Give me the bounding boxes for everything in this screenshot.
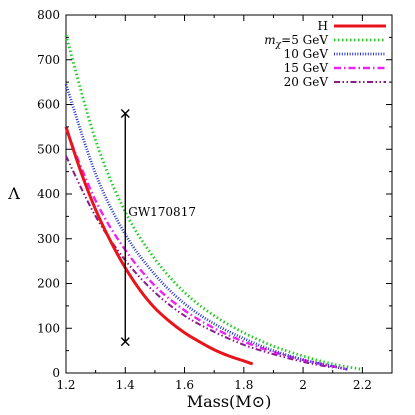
series-line-5-gev [64, 34, 363, 371]
x-tick-label: 1.6 [175, 378, 194, 392]
gw170817-upper-cross [120, 108, 130, 118]
legend-label: H [318, 19, 328, 33]
x-tick-label: 2.2 [353, 378, 372, 392]
y-tick-label: 200 [37, 277, 60, 291]
legend-entry: mχ=5 GeV [264, 33, 386, 50]
annotation-layer: GW170817 [120, 108, 196, 347]
y-tick-label: 100 [37, 321, 60, 335]
y-tick-label: 0 [52, 366, 60, 380]
axes-layer: 1.2 1.4 1.6 1.8 2 2.2 0 100 200 300 400 500 600 700 80… [7, 8, 392, 411]
series-line-20-gev [65, 155, 333, 369]
legend-label: 10 GeV [284, 47, 329, 61]
plot-area [65, 14, 393, 374]
y-tick-label: 500 [37, 142, 60, 156]
series-line-15-gev [64, 128, 348, 371]
x-tick-label: 2 [299, 378, 307, 392]
series-line-10-gev [64, 83, 348, 371]
y-tick-label: 400 [37, 187, 60, 201]
y-tick-label: 700 [37, 53, 60, 67]
gw170817-label: GW170817 [128, 205, 196, 219]
y-tick-label: 600 [37, 98, 60, 112]
x-tick-label: 1.8 [234, 378, 253, 392]
legend-entry: 20 GeV [284, 75, 386, 89]
legend-entry: H [318, 19, 386, 33]
legend-label: 15 GeV [284, 61, 329, 75]
legend-entry: 10 GeV [284, 47, 386, 61]
plot-frame [65, 14, 393, 374]
y-tick-label: 300 [37, 232, 60, 246]
gw170817-lower-cross [120, 337, 130, 347]
x-tick-label: 1.2 [56, 378, 75, 392]
legend-label: mχ=5 GeV [264, 33, 328, 50]
y-tick-label: 800 [37, 8, 60, 22]
series-layer [64, 34, 363, 371]
legend-label: 20 GeV [284, 75, 329, 89]
legend-entry: 15 GeV [284, 61, 386, 75]
series-line-h [64, 126, 254, 366]
y-axis-title: Λ [7, 184, 20, 203]
x-axis-title: Mass(M⊙) [187, 392, 272, 411]
x-tick-label: 1.4 [116, 378, 135, 392]
